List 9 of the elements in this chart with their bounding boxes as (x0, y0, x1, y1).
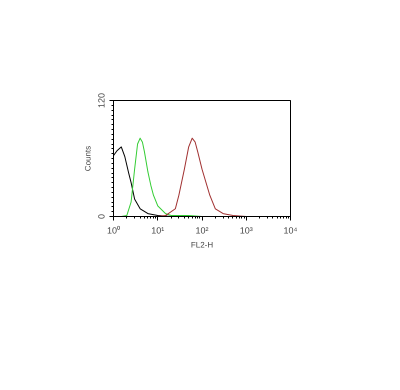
y-tick-label: 0 (96, 214, 106, 220)
y-axis-title: Counts (84, 146, 92, 172)
y-tick-label: 120 (96, 92, 106, 108)
x-tick-label: 10³ (240, 226, 253, 236)
x-axis-title: FL2-H (190, 240, 214, 250)
x-tick-label: 10¹ (151, 226, 164, 236)
x-tick-label: 10⁰ (106, 226, 120, 236)
x-tick-label: 10⁴ (284, 226, 298, 236)
x-tick-label: 10² (195, 226, 209, 236)
